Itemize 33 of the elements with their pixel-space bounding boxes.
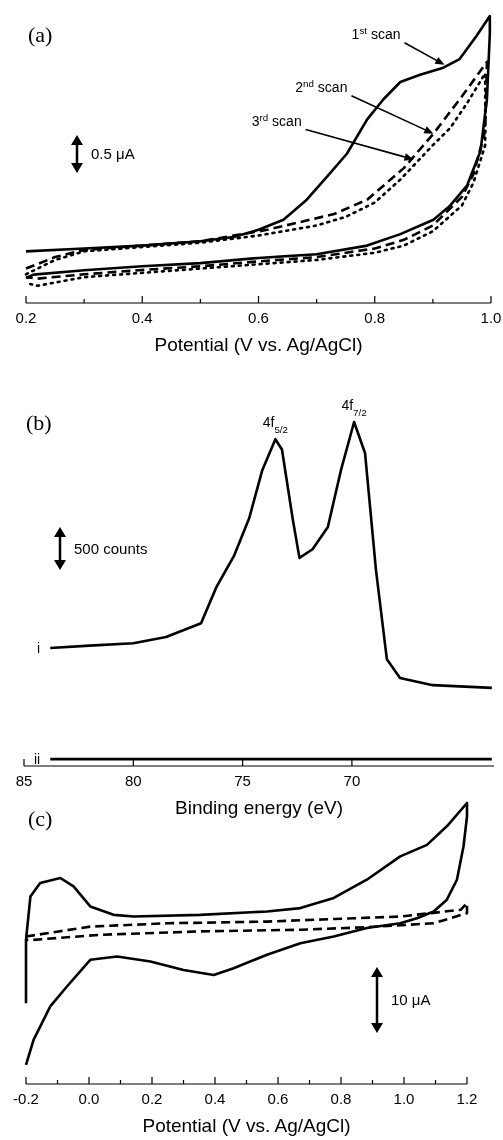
annotation: 1$^{st}$ scan (351, 24, 401, 42)
chart-title: (b) (26, 410, 52, 435)
x-tick-label: 0.6 (248, 309, 269, 326)
x-tick-label: 1.2 (456, 1090, 478, 1107)
x-tick-label: 0.0 (78, 1090, 100, 1107)
x-axis-title: Potential (V vs. Ag/AgCl) (154, 334, 363, 355)
x-tick-label: 75 (234, 772, 251, 789)
x-tick-label: 0.4 (204, 1090, 226, 1107)
annotation: 4f$_{7/2}$ (341, 397, 367, 418)
x-tick-label: -0.2 (13, 1090, 39, 1107)
x-axis-title: Potential (V vs. Ag/AgCl) (142, 1115, 351, 1136)
x-tick-label: 0.8 (330, 1090, 352, 1107)
x-tick-label: 70 (343, 772, 361, 789)
x-tick-label: 0.8 (364, 309, 386, 326)
chart-title: (a) (28, 22, 53, 47)
chart-title: (c) (28, 806, 53, 831)
x-tick-label: 0.4 (131, 309, 153, 326)
annotation: 0.5 μA (91, 145, 135, 162)
annotation: 3$^{rd}$ scan (251, 111, 302, 129)
x-tick-label: 80 (124, 772, 142, 789)
x-tick-label: 0.2 (141, 1090, 163, 1107)
x-tick-label: 85 (15, 772, 33, 789)
x-axis-title: Binding energy (eV) (175, 797, 343, 818)
x-tick-label: 1.0 (393, 1090, 415, 1107)
x-tick-label: 0.2 (15, 309, 37, 326)
x-tick-label: 1.0 (480, 309, 502, 326)
x-tick-label: 0.6 (267, 1090, 289, 1107)
series-label: i (37, 640, 41, 657)
annotation: 10 μA (391, 991, 431, 1008)
legend-label: ii (34, 751, 41, 768)
annotation: 2$^{nd}$ scan (295, 77, 348, 95)
annotation: 4f$_{5/2}$ (262, 414, 289, 435)
annotation: 500 counts (74, 539, 148, 557)
